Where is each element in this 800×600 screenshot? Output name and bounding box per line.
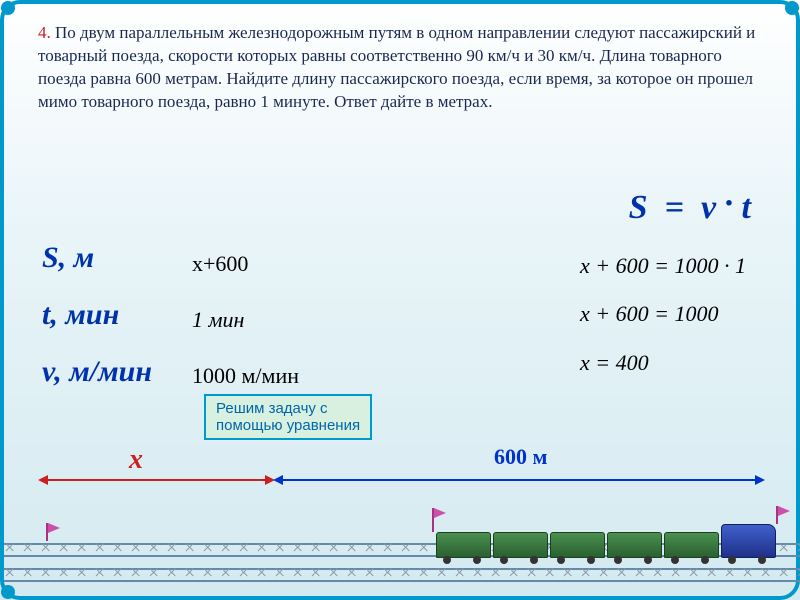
var-t-label: t, мин xyxy=(42,286,152,343)
distance-arrow xyxy=(279,479,759,481)
wagon xyxy=(607,532,662,558)
var-s-label: S, м xyxy=(42,229,152,286)
track-flag-left xyxy=(46,523,48,541)
hint-line2: помощью уравнения xyxy=(216,417,360,434)
wagon xyxy=(436,532,491,558)
distance-label: 600 м xyxy=(494,444,548,470)
equation-2: x + 600 = 1000 xyxy=(580,290,746,338)
var-s-value: x+600 xyxy=(192,236,299,292)
corner-decoration xyxy=(1,585,15,599)
problem-number: 4. xyxy=(38,23,51,42)
equation-3: x = 400 xyxy=(580,339,746,387)
var-t-value: 1 мин xyxy=(192,292,299,348)
solution-equations: x + 600 = 1000 · 1 x + 600 = 1000 x = 40… xyxy=(580,242,746,387)
hint-box: Решим задачу с помощью уравнения xyxy=(204,394,372,440)
variable-labels: S, м t, мин v, м/мин xyxy=(42,229,152,400)
train-flag-rear xyxy=(432,508,434,532)
problem-statement: 4. По двум параллельным железнодорожным … xyxy=(4,4,796,124)
wagon xyxy=(493,532,548,558)
train-flag-front xyxy=(776,506,778,524)
x-arrow xyxy=(44,479,269,481)
corner-decoration xyxy=(1,1,15,15)
corner-decoration xyxy=(785,1,799,15)
x-variable-label: x xyxy=(129,444,143,476)
var-v-label: v, м/мин xyxy=(42,343,152,400)
equation-1: x + 600 = 1000 · 1 xyxy=(580,242,746,290)
diagram: x 600 м xyxy=(44,444,764,474)
main-formula: S = v · t xyxy=(629,189,751,227)
hint-line1: Решим задачу с xyxy=(216,400,360,417)
problem-text-body: По двум параллельным железнодорожным пут… xyxy=(38,23,755,111)
locomotive xyxy=(721,524,776,558)
freight-train xyxy=(432,518,776,558)
wagon xyxy=(550,532,605,558)
variable-values: x+600 1 мин 1000 м/мин xyxy=(192,236,299,404)
wagon xyxy=(664,532,719,558)
